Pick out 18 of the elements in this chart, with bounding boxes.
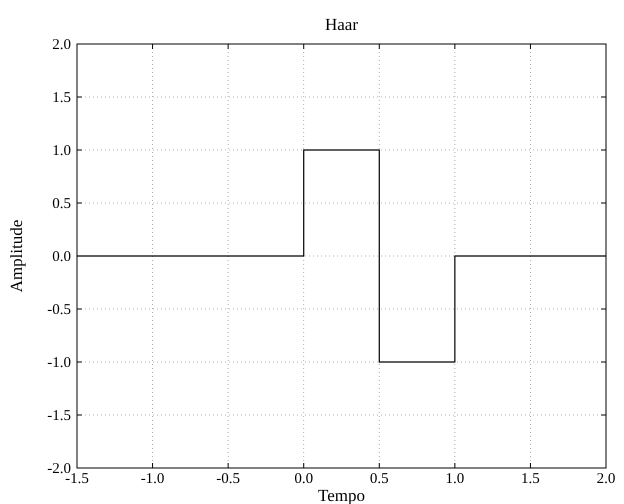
y-tick-label: 2.0	[52, 37, 71, 53]
y-tick-label: -0.5	[47, 302, 71, 318]
y-tick-label: 1.0	[52, 143, 71, 159]
x-tick-label: 1.0	[445, 471, 464, 487]
y-tick-label: -2.0	[47, 461, 71, 477]
x-tick-label: 1.5	[521, 471, 540, 487]
y-tick-label: 0.5	[52, 196, 71, 212]
y-axis-title: Amplitude	[7, 220, 26, 292]
x-tick-label: 2.0	[596, 471, 616, 487]
x-tick-label: 0.0	[294, 471, 314, 487]
y-tick-label: -1.5	[47, 408, 71, 424]
x-tick-label: 0.5	[370, 471, 389, 487]
x-tick-label: -1.0	[140, 471, 164, 487]
y-tick-label: 1.5	[52, 90, 71, 106]
y-tick-label: -1.0	[47, 355, 71, 371]
x-tick-label: -0.5	[216, 471, 240, 487]
chart-title: Haar	[324, 15, 358, 34]
y-tick-label: 0.0	[52, 249, 71, 265]
